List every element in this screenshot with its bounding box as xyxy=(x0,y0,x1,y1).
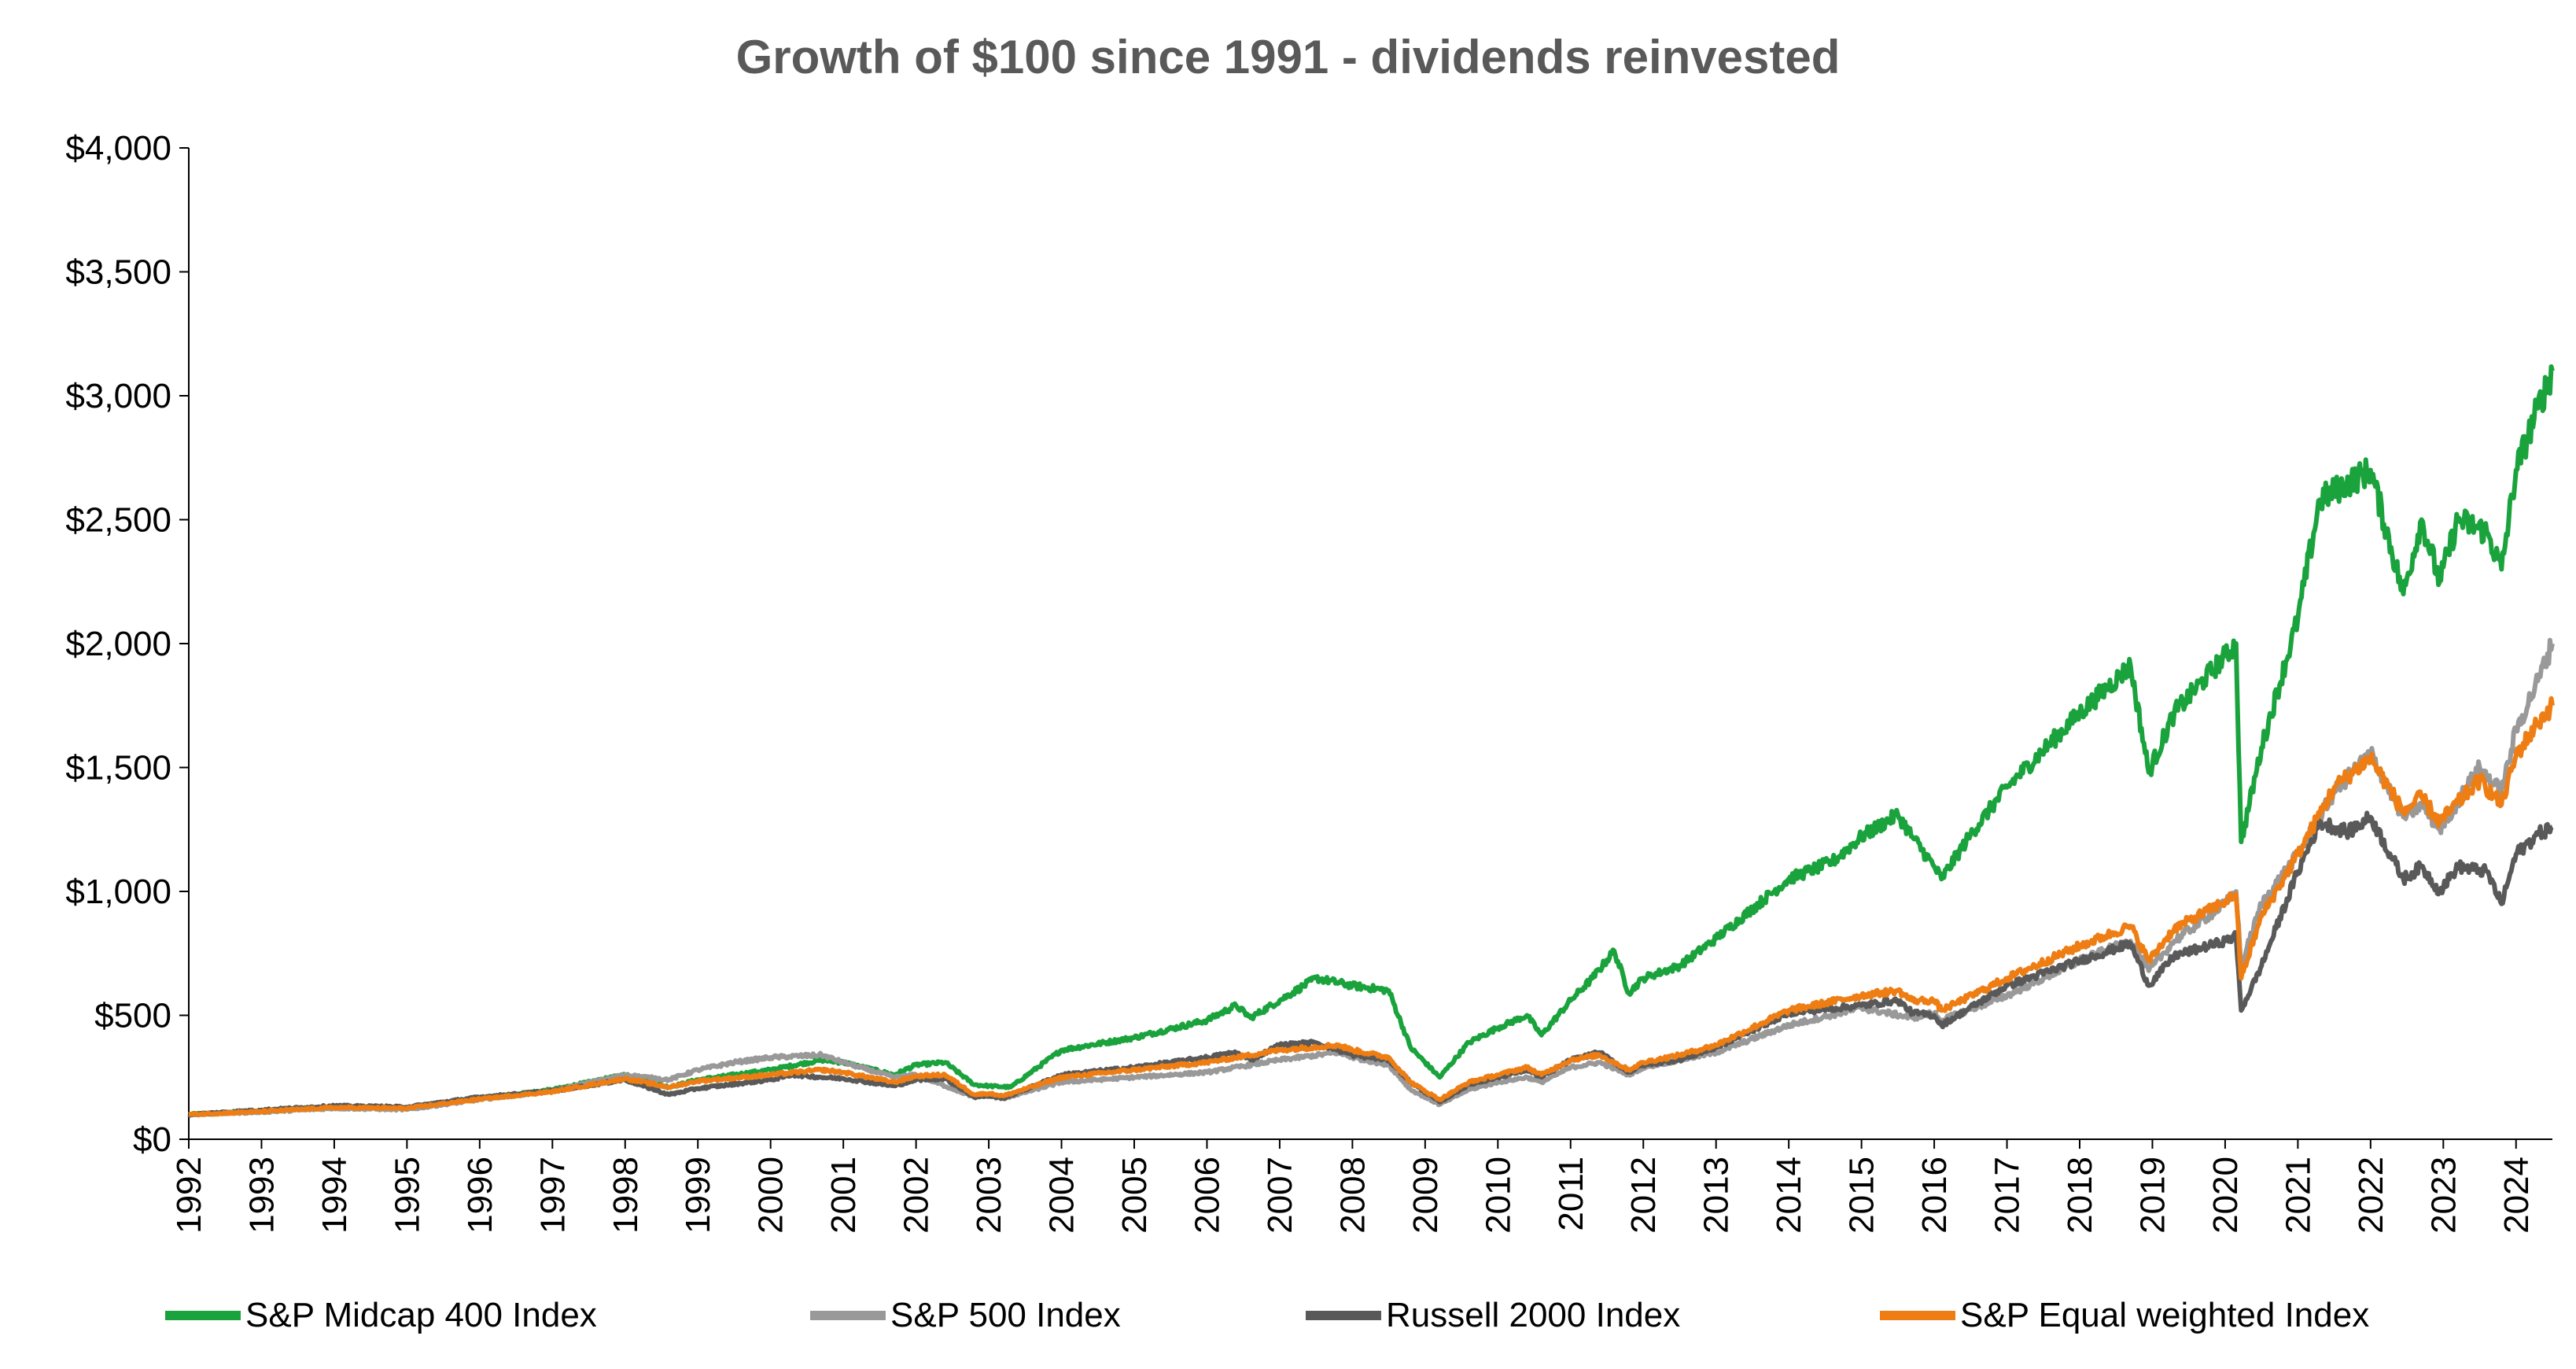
series-line-1 xyxy=(187,364,2555,1117)
series-line-4 xyxy=(187,696,2555,1118)
x-tick-label: 1992 xyxy=(170,1157,208,1234)
legend-swatch xyxy=(1880,1311,1955,1320)
x-tick-label: 2003 xyxy=(970,1157,1008,1234)
axes: $0 $500 $1,000 $1,500 $2,000 $2,500 $3,000 $3,5… xyxy=(65,129,2552,1234)
x-tick-label: 1997 xyxy=(533,1157,572,1234)
x-tick-label: 2001 xyxy=(824,1157,863,1234)
legend-swatch xyxy=(165,1311,241,1320)
y-tick-label: $2,500 xyxy=(65,501,171,540)
x-tick-label: 2013 xyxy=(1697,1157,1736,1234)
legend-item-2: S&P 500 Index xyxy=(810,1284,1121,1347)
x-tick-label: 1995 xyxy=(388,1157,426,1234)
chart-title: Growth of $100 since 1991 - dividends re… xyxy=(735,31,1841,83)
x-tick-label: 2009 xyxy=(1406,1157,1445,1234)
x-tick-label: 2010 xyxy=(1479,1157,1517,1234)
x-tick-label: 2004 xyxy=(1043,1157,1082,1234)
series-layer xyxy=(187,364,2555,1118)
x-tick-label: 1996 xyxy=(461,1157,499,1234)
x-tick-label: 2002 xyxy=(897,1157,936,1234)
legend-swatch xyxy=(1306,1311,1381,1320)
x-tick-label: 2021 xyxy=(2279,1157,2317,1234)
x-tick-label: 2007 xyxy=(1261,1157,1299,1234)
x-tick-label: 2012 xyxy=(1624,1157,1663,1234)
y-tick-label: $2,000 xyxy=(65,625,171,663)
y-tick-label: $3,500 xyxy=(65,253,171,292)
y-tick-label: $1,000 xyxy=(65,873,171,911)
legend-item-4: S&P Equal weighted Index xyxy=(1880,1284,2369,1347)
y-tick-label: $1,500 xyxy=(65,749,171,788)
x-tick-label: 2017 xyxy=(1988,1157,2027,1234)
legend-label: S&P Equal weighted Index xyxy=(1960,1296,2370,1334)
y-tick-label: $4,000 xyxy=(65,129,171,168)
legend-label: S&P 500 Index xyxy=(890,1296,1121,1334)
x-tick-label: 2018 xyxy=(2061,1157,2099,1234)
x-tick-label: 2015 xyxy=(1843,1157,1881,1234)
x-tick-label: 1993 xyxy=(242,1157,281,1234)
x-tick-label: 1999 xyxy=(679,1157,717,1234)
x-tick-label: 2000 xyxy=(752,1157,790,1234)
x-tick-label: 2016 xyxy=(1915,1157,1954,1234)
legend-label: Russell 2000 Index xyxy=(1386,1296,1681,1334)
legend-item-3: Russell 2000 Index xyxy=(1306,1284,1680,1347)
series-line-3 xyxy=(187,810,2554,1118)
y-tick-label: $0 xyxy=(133,1120,171,1159)
x-tick-label: 2011 xyxy=(1552,1157,1590,1231)
x-tick-label: 2014 xyxy=(1770,1157,1808,1234)
series-line-2 xyxy=(187,637,2555,1118)
x-tick-label: 2022 xyxy=(2352,1157,2390,1234)
legend-swatch xyxy=(810,1311,886,1320)
y-tick-label: $3,000 xyxy=(65,377,171,415)
x-tick-label: 2005 xyxy=(1115,1157,1154,1234)
x-tick-label: 2024 xyxy=(2497,1157,2536,1234)
x-tick-label: 2020 xyxy=(2206,1157,2245,1234)
x-tick-label: 1998 xyxy=(606,1157,645,1234)
x-tick-label: 2023 xyxy=(2424,1157,2463,1234)
legend-item-1: S&P Midcap 400 Index xyxy=(165,1284,597,1347)
x-tick-label: 2006 xyxy=(1188,1157,1226,1234)
y-tick-label: $500 xyxy=(94,997,171,1035)
legend: S&P Midcap 400 Index S&P 500 Index Russell… xyxy=(0,1284,2576,1347)
x-tick-label: 2019 xyxy=(2133,1157,2172,1234)
x-tick-label: 2008 xyxy=(1333,1157,1372,1234)
x-tick-label: 1994 xyxy=(315,1157,354,1234)
legend-label: S&P Midcap 400 Index xyxy=(245,1296,597,1334)
